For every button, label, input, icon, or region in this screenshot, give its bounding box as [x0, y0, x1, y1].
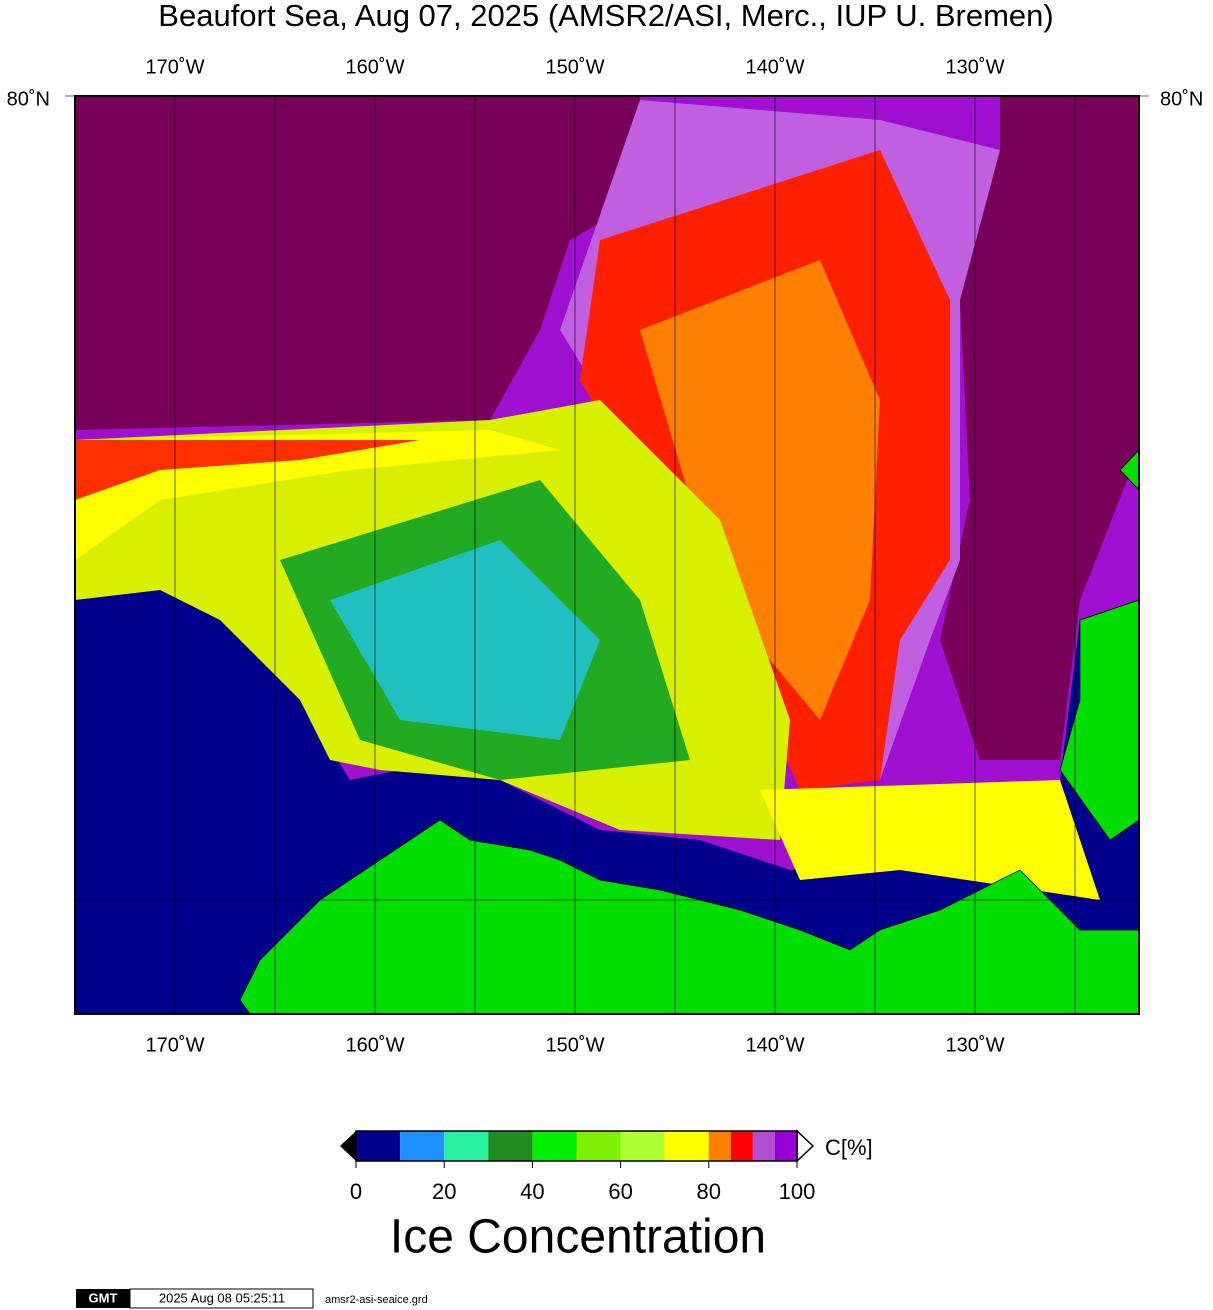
colorbar-segment — [444, 1131, 489, 1161]
colorbar-under — [340, 1131, 356, 1161]
map-area — [65, 95, 1149, 1015]
latitude-label: 80˚N — [7, 88, 50, 110]
colorbar-title: Ice Concentration — [390, 1211, 766, 1264]
longitude-label: 140˚W — [746, 56, 805, 78]
colorbar-segment — [774, 1131, 797, 1161]
longitude-label: 150˚W — [546, 56, 605, 78]
longitude-label: 140˚W — [746, 1034, 805, 1056]
longitude-label: 130˚W — [946, 56, 1005, 78]
colorbar-segment — [752, 1131, 775, 1161]
logo-box — [76, 1289, 130, 1308]
map-frame — [74, 95, 1140, 1015]
colorbar-segment — [708, 1131, 731, 1161]
logo: GMT — [89, 1290, 118, 1305]
timestamp-box — [129, 1288, 314, 1309]
colorbar-segment — [400, 1131, 445, 1161]
ice-teal — [330, 540, 600, 740]
timestamp: 2025 Aug 08 05:25:11 — [159, 1290, 285, 1305]
map-title: Beaufort Sea, Aug 07, 2025 (AMSR2/ASI, M… — [158, 0, 1053, 33]
ice-orange — [640, 260, 880, 720]
colorbar-tick-label: 60 — [608, 1179, 632, 1204]
longitude-label: 130˚W — [946, 1034, 1005, 1056]
colorbar-segment — [730, 1131, 753, 1161]
latitude-label: 80˚N — [1160, 88, 1203, 110]
colorbar: 0 20 40 60 80 100 — [340, 1129, 816, 1204]
longitude-label: 160˚W — [346, 56, 405, 78]
colorbar-segment — [532, 1131, 577, 1161]
colorbar-segment — [664, 1131, 709, 1161]
colorbar-segment — [488, 1131, 533, 1161]
ice-red — [75, 440, 420, 500]
colorbar-unit: C[%] — [825, 1135, 873, 1160]
colorbar-over — [796, 1129, 815, 1163]
graticule — [65, 95, 1149, 1014]
pack-ice — [940, 96, 1139, 760]
colorbar-tick-label: 0 — [350, 1179, 362, 1204]
longitude-label: 160˚W — [346, 1034, 405, 1056]
colorbar-tick-label: 20 — [432, 1179, 456, 1204]
land — [239, 819, 1140, 1015]
longitude-label: 170˚W — [146, 56, 205, 78]
longitude-label: 150˚W — [546, 1034, 605, 1056]
footer: GMT 2025 Aug 08 05:25:11 amsr2-asi-seaic… — [76, 1288, 428, 1309]
pack-ice — [75, 96, 640, 430]
colorbar-tick-label: 80 — [697, 1179, 721, 1204]
colorbar-tick-label: 40 — [520, 1179, 544, 1204]
colorbar-frame — [355, 1130, 798, 1162]
ice-yellow — [760, 780, 1100, 900]
colorbar-segment — [620, 1131, 665, 1161]
colorbar-tick-label: 100 — [779, 1179, 816, 1204]
file-name: amsr2-asi-seaice.grd — [325, 1294, 428, 1306]
longitude-labels: 170˚W 170˚W 160˚W 160˚W 150˚W 150˚W 140˚W 140˚W… — [146, 56, 1005, 1056]
colorbar-segment — [576, 1131, 621, 1161]
colorbar-segment — [356, 1131, 401, 1161]
longitude-label: 170˚W — [146, 1034, 205, 1056]
